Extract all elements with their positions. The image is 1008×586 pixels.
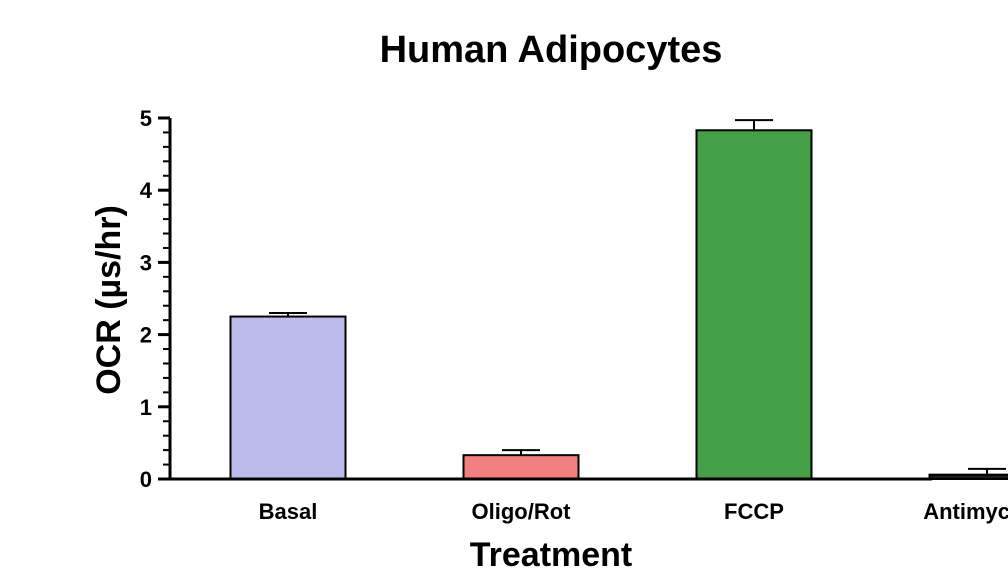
y-tick-label: 3 [140,250,152,275]
bar-oligo-rot [462,454,580,481]
y-tick-label: 1 [140,395,152,420]
y-axis-label: OCR (µs/hr) [90,205,128,395]
x-tick-label: Basal [259,499,318,524]
x-axis-label: Treatment [470,536,633,574]
y-tick-label: 5 [140,106,152,131]
y-tick-label: 4 [140,178,153,203]
x-tick-label: Oligo/Rot [472,499,572,524]
x-tick-label: FCCP [724,499,784,524]
bar-basal [229,315,347,480]
plot-area: 0 1 2 3 4 5 Basal Oligo/Rot FCCP Antimycin A [140,106,1008,524]
bar-antimycin-a [928,473,1008,480]
x-tick-label: Antimycin A [923,499,1008,524]
y-tick-label: 2 [140,323,152,348]
bar-fccp [695,129,813,481]
chart-title: Human Adipocytes [380,29,723,71]
y-tick-label: 0 [140,467,152,492]
